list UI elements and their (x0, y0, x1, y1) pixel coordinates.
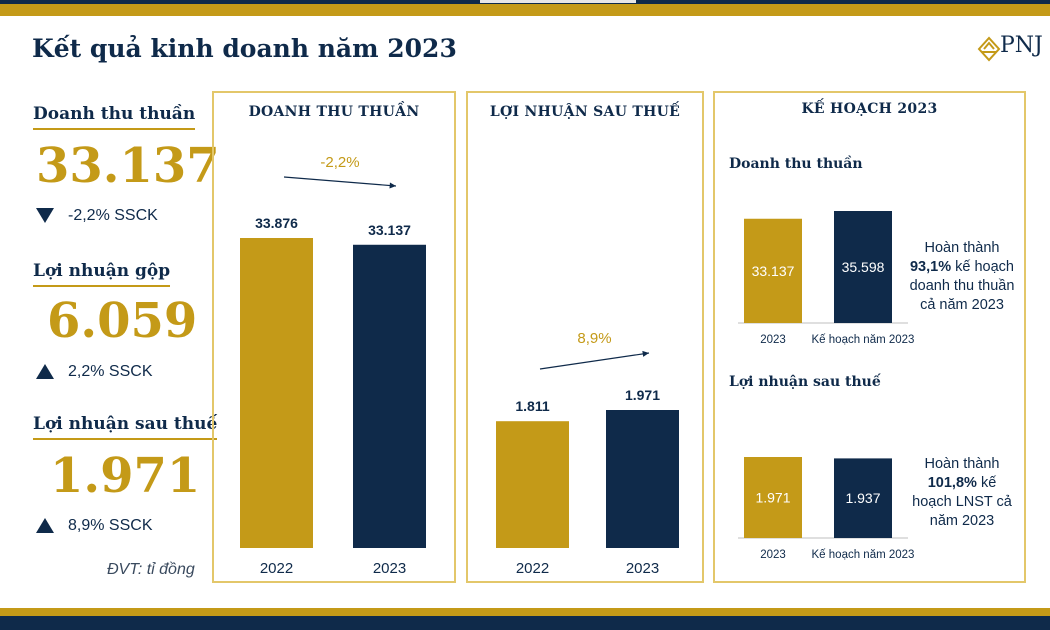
plan-profit-completion-note: Hoàn thành 101,8% kế hoạch LNST cả năm 2… (907, 455, 1017, 531)
x-tick-label: 2023 (626, 560, 659, 577)
x-tick-label: 2023 (760, 549, 786, 561)
top-tab-marker (480, 0, 636, 3)
plan-profit-label: Lợi nhuận sau thuế (729, 374, 881, 390)
bar-value-label: 33.137 (368, 222, 411, 238)
trend-arrow-line (539, 352, 650, 370)
triangle-up-icon (36, 364, 54, 380)
x-tick-label: 2023 (373, 560, 406, 577)
x-tick-label: Kế hoạch năm 2023 (812, 549, 915, 561)
bar (353, 244, 426, 548)
top-gold-stripe (0, 4, 1050, 16)
trend-arrow-line (283, 176, 397, 187)
plan-title: KẾ HOẠCH 2023 (801, 101, 938, 117)
page-title: Kết quả kinh doanh năm 2023 (32, 34, 457, 63)
revenue-chart: 33.876 2022 33.137 2023 -2,2% (240, 154, 426, 577)
completion-suffix: kế hoạch doanh thu thuần cả năm 2023 (909, 259, 1015, 313)
x-tick-label: Kế hoạch năm 2023 (812, 334, 915, 346)
bar-value-label: 1.811 (515, 398, 549, 414)
bar-value-label: 35.598 (842, 259, 885, 275)
pnj-logo-icon (977, 36, 1001, 62)
kpi-gross-profit-change: 2,2% SSCK (36, 363, 152, 381)
completion-prefix: Hoàn thành (924, 240, 1000, 256)
unit-note: ĐVT: tỉ đồng (107, 561, 195, 578)
change-annotation: 8,9% (577, 330, 611, 347)
bottom-gold-stripe (0, 608, 1050, 616)
kpi-net-profit-value: 1.971 (50, 448, 201, 504)
plan-revenue-chart: 33.137 2023 35.598 Kế hoạch năm 2023 (738, 211, 915, 346)
completion-suffix: kế hoạch LNST cả năm 2023 (912, 475, 1012, 529)
plan-profit-chart: 1.971 2023 1.937 Kế hoạch năm 2023 (738, 457, 915, 561)
bar (240, 238, 313, 548)
bar (834, 458, 892, 538)
kpi-gross-profit-value: 6.059 (47, 293, 198, 349)
kpi-gross-profit-change-text: 2,2% SSCK (68, 363, 153, 380)
kpi-revenue-change: -2,2% SSCK (36, 207, 158, 225)
triangle-down-icon (36, 208, 54, 224)
bar (606, 410, 679, 548)
kpi-revenue-label: Doanh thu thuần (33, 104, 196, 130)
plan-revenue-label: Doanh thu thuần (729, 156, 863, 172)
kpi-net-profit-change-text: 8,9% SSCK (68, 517, 153, 534)
completion-percent: 93,1% (909, 259, 952, 275)
x-tick-label: 2022 (516, 560, 549, 577)
bar-value-label: 33.137 (752, 263, 795, 279)
revenue-chart-panel (212, 91, 456, 583)
bar (834, 211, 892, 323)
bar-value-label: 33.876 (255, 215, 298, 231)
completion-percent: 101,8% (927, 475, 977, 491)
bar (744, 218, 802, 323)
triangle-up-icon (36, 518, 54, 534)
kpi-net-profit-label: Lợi nhuận sau thuế (33, 414, 218, 440)
bar-value-label: 1.937 (845, 490, 880, 506)
revenue-chart-title: DOANH THU THUẦN (248, 104, 420, 120)
bar-value-label: 1.971 (755, 490, 790, 506)
arrow-head-icon (389, 182, 396, 189)
bar (744, 457, 802, 538)
plan-revenue-completion-note: Hoàn thành 93,1% kế hoạch doanh thu thuầ… (907, 239, 1017, 315)
arrow-head-icon (642, 350, 649, 357)
plan-panel (713, 91, 1026, 583)
bottom-navy-stripe (0, 616, 1050, 630)
x-tick-label: 2023 (760, 334, 786, 346)
net-profit-chart-panel (466, 91, 704, 583)
kpi-revenue-value: 33.137 (36, 138, 220, 194)
net-profit-chart-title: LỢI NHUẬN SAU THUẾ (489, 104, 681, 120)
x-tick-label: 2022 (260, 560, 293, 577)
kpi-revenue-change-text: -2,2% SSCK (68, 207, 158, 224)
completion-prefix: Hoàn thành (924, 456, 1000, 472)
change-annotation: -2,2% (320, 154, 359, 171)
kpi-net-profit-change: 8,9% SSCK (36, 517, 152, 535)
kpi-gross-profit-label: Lợi nhuận gộp (33, 261, 171, 287)
bar-value-label: 1.971 (625, 387, 660, 403)
bar (496, 421, 569, 548)
logo-text: PNJ (1000, 33, 1043, 58)
net-profit-chart: 1.811 2022 1.971 2023 8,9% (496, 330, 679, 577)
